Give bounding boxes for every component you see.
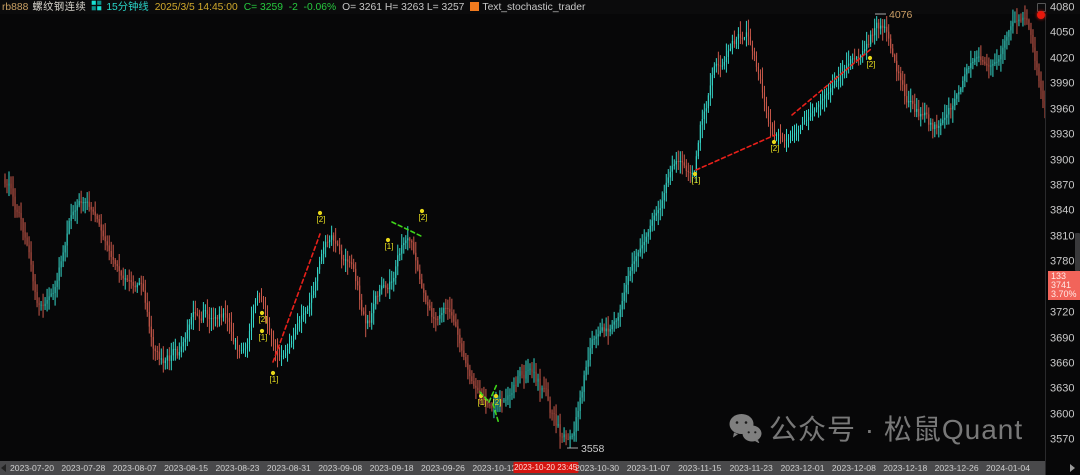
svg-text:[2]: [2] [771,144,780,153]
svg-text:[2]: [2] [259,315,268,324]
svg-text:[1]: [1] [385,242,394,251]
svg-text:[2]: [2] [867,60,876,69]
svg-text:[2]: [2] [419,213,428,222]
svg-text:4076: 4076 [889,9,913,21]
svg-text:[1]: [1] [478,398,487,407]
svg-text:[2]: [2] [317,215,326,224]
svg-text:[1]: [1] [270,375,279,384]
svg-text:[1]: [1] [259,333,268,342]
svg-text:3558: 3558 [581,443,605,455]
svg-text:[1]: [1] [692,176,701,185]
